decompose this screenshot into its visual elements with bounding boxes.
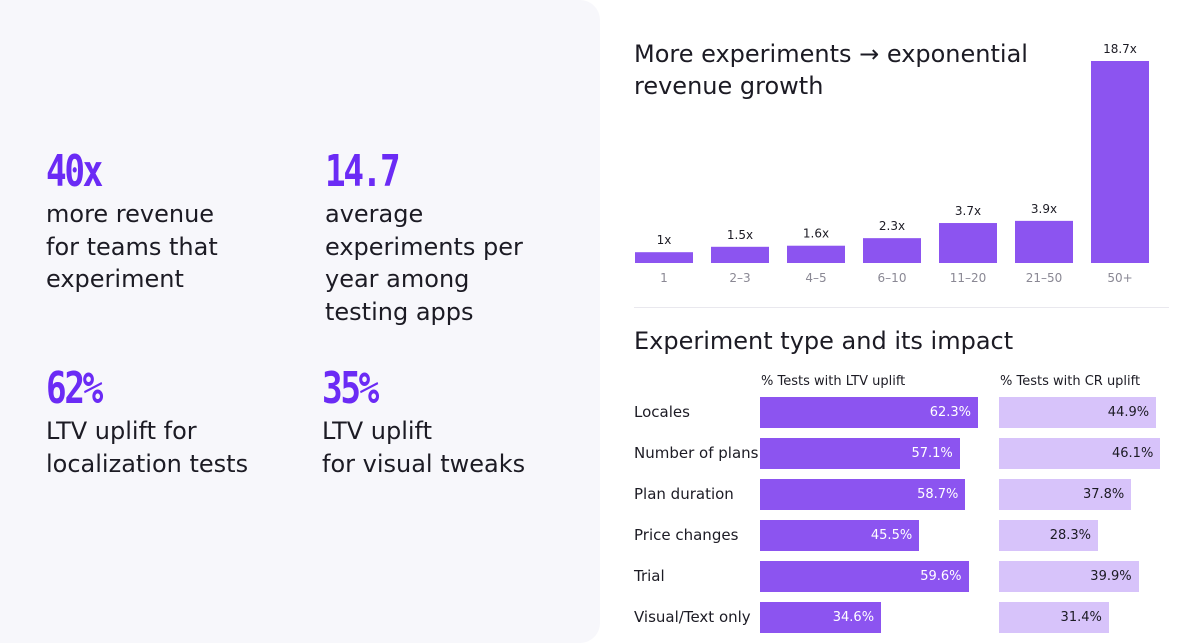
stats-panel: 40x more revenue for teams that experime… [46,146,526,480]
bar-6 [1091,61,1149,263]
stat-value: 14.7 [325,146,401,197]
bar-data-label: 2.3x [879,219,905,233]
bar-data-label: 3.7x [955,204,981,218]
table-row: Trial 59.6% 39.9% [634,561,1194,602]
stat-label: average experiments per year among testi… [325,200,523,326]
section-divider [634,307,1169,308]
cr-bar: 37.8% [999,479,1132,510]
bar-5 [1015,220,1073,263]
bar-data-label: 1.6x [803,227,829,241]
stat-value: 35% [322,363,379,414]
stat-value: 62% [46,363,103,414]
bar-data-label: 3.9x [1031,202,1057,216]
ltv-column-header: % Tests with LTV uplift [761,374,906,389]
bar-4 [939,223,997,263]
bar-0 [635,252,693,263]
cr-bar: 31.4% [999,602,1109,633]
table-row: Price changes 45.5% 28.3% [634,520,1194,561]
impact-table: Locales 62.3% 44.9% Number of plans 57.1% 46.… [634,397,1194,643]
x-tick-label: 4–5 [805,271,826,285]
bar-2 [787,245,845,263]
ltv-bar: 59.6% [760,561,969,592]
table-row: Number of plans 57.1% 46.1% [634,438,1194,479]
x-tick-label: 11–20 [950,271,987,285]
stat-localization: 62% LTV uplift for localization tests [46,363,248,480]
stat-value: 40x [46,146,103,197]
stat-label: more revenue for teams that experiment [46,200,218,293]
x-tick-label: 2–3 [729,271,750,285]
cr-bar: 44.9% [999,397,1157,428]
bar-data-label: 1.5x [727,228,753,242]
x-tick-label: 50+ [1107,271,1132,285]
ltv-bar: 62.3% [760,397,978,428]
row-label: Locales [634,403,690,421]
stat-experiments: 14.7 average experiments per year among … [325,146,523,328]
growth-chart-title: More experiments → exponential revenue g… [634,40,1028,100]
bar-3 [863,238,921,263]
cr-bar: 28.3% [999,520,1099,551]
x-tick-label: 21–50 [1026,271,1063,285]
ltv-bar: 34.6% [760,602,882,633]
impact-chart-title: Experiment type and its impact [634,327,1014,355]
cr-bar: 46.1% [999,438,1161,469]
bar-data-label: 18.7x [1103,42,1137,56]
bar-data-label: 1x [657,233,672,247]
ltv-bar: 57.1% [760,438,960,469]
x-tick-label: 6–10 [878,271,907,285]
bar-1 [711,246,769,263]
x-tick-label: 1 [660,271,668,285]
row-label: Plan duration [634,485,734,503]
cr-bar: 39.9% [999,561,1139,592]
table-row: Visual/Text only 34.6% 31.4% [634,602,1194,643]
cr-column-header: % Tests with CR uplift [1000,374,1141,389]
growth-bar-chart: 1x 1 1.5x 2–3 1.6x 4–5 2.3x 6–10 3.7x 11–20 3.9x 21… [635,42,1149,285]
row-label: Price changes [634,526,739,544]
table-row: Locales 62.3% 44.9% [634,397,1194,438]
row-label: Visual/Text only [634,608,751,626]
ltv-bar: 58.7% [760,479,966,510]
stat-revenue: 40x more revenue for teams that experime… [46,146,218,296]
stat-label: LTV uplift for localization tests [46,417,249,478]
stat-label: LTV uplift for visual tweaks [322,417,526,478]
stat-visual: 35% LTV uplift for visual tweaks [322,363,525,480]
row-label: Number of plans [634,444,759,462]
row-label: Trial [634,567,665,585]
ltv-bar: 45.5% [760,520,920,551]
table-row: Plan duration 58.7% 37.8% [634,479,1194,520]
